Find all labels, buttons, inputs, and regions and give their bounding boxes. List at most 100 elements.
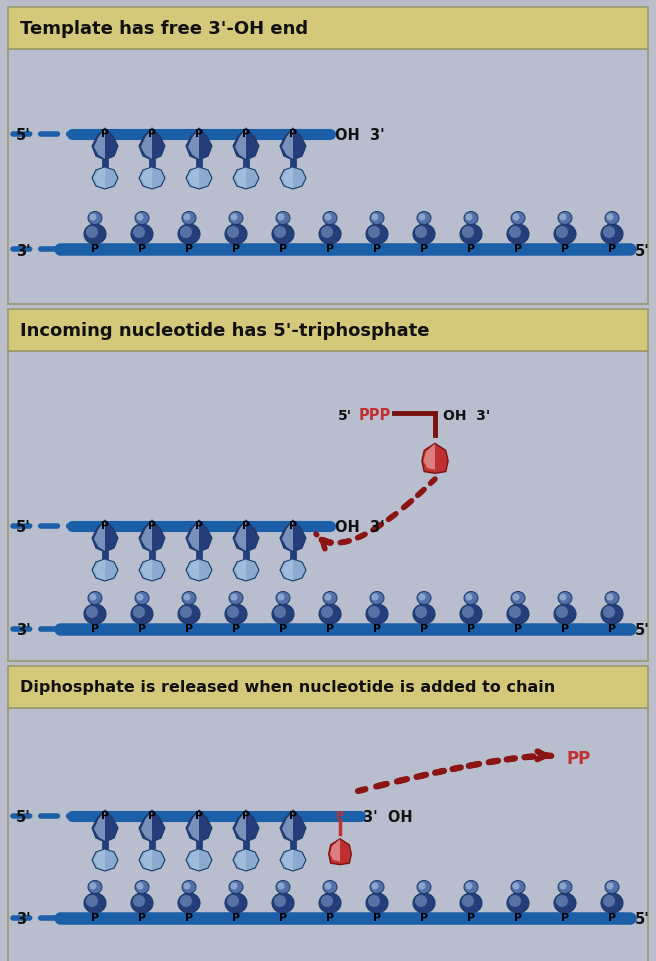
Polygon shape bbox=[141, 850, 152, 870]
Ellipse shape bbox=[277, 594, 285, 601]
Ellipse shape bbox=[184, 214, 190, 221]
Ellipse shape bbox=[89, 214, 96, 221]
Ellipse shape bbox=[89, 594, 96, 601]
Ellipse shape bbox=[131, 893, 153, 913]
Ellipse shape bbox=[131, 604, 153, 625]
Ellipse shape bbox=[229, 880, 243, 894]
Text: P: P bbox=[91, 624, 99, 633]
Ellipse shape bbox=[274, 227, 286, 238]
Polygon shape bbox=[92, 810, 118, 842]
Ellipse shape bbox=[460, 604, 482, 625]
Text: PPP: PPP bbox=[359, 408, 391, 423]
Text: P: P bbox=[373, 624, 381, 633]
Polygon shape bbox=[282, 168, 293, 188]
Text: OH  3': OH 3' bbox=[335, 129, 384, 143]
Ellipse shape bbox=[276, 880, 290, 894]
Ellipse shape bbox=[84, 225, 106, 245]
Text: Incoming nucleotide has 5'-triphosphate: Incoming nucleotide has 5'-triphosphate bbox=[20, 322, 430, 339]
Text: P: P bbox=[148, 521, 156, 530]
Ellipse shape bbox=[225, 893, 247, 913]
Bar bbox=[102, 841, 108, 850]
Ellipse shape bbox=[184, 594, 190, 601]
Polygon shape bbox=[233, 521, 259, 553]
Text: P: P bbox=[420, 912, 428, 922]
Polygon shape bbox=[188, 559, 199, 580]
Text: P: P bbox=[608, 912, 616, 922]
Text: 5': 5' bbox=[635, 623, 649, 638]
Bar bbox=[8, 352, 648, 661]
Text: P: P bbox=[289, 810, 297, 820]
Ellipse shape bbox=[86, 227, 98, 238]
Text: P: P bbox=[185, 244, 193, 254]
Ellipse shape bbox=[464, 212, 478, 225]
Bar bbox=[8, 666, 648, 708]
Ellipse shape bbox=[371, 882, 379, 890]
Ellipse shape bbox=[512, 882, 520, 890]
Text: P: P bbox=[91, 244, 99, 254]
Text: P: P bbox=[467, 244, 475, 254]
Ellipse shape bbox=[417, 212, 431, 225]
Ellipse shape bbox=[368, 895, 380, 907]
Ellipse shape bbox=[507, 893, 529, 913]
Ellipse shape bbox=[135, 880, 149, 894]
Bar bbox=[243, 841, 249, 850]
Ellipse shape bbox=[507, 604, 529, 625]
Polygon shape bbox=[282, 559, 293, 580]
Polygon shape bbox=[280, 521, 306, 553]
Ellipse shape bbox=[230, 882, 237, 890]
Polygon shape bbox=[188, 168, 199, 188]
Polygon shape bbox=[186, 850, 212, 871]
Ellipse shape bbox=[227, 227, 239, 238]
Ellipse shape bbox=[184, 882, 190, 890]
Ellipse shape bbox=[133, 895, 145, 907]
Polygon shape bbox=[188, 522, 199, 552]
Text: P: P bbox=[279, 912, 287, 922]
Ellipse shape bbox=[413, 893, 435, 913]
Ellipse shape bbox=[86, 606, 98, 618]
Polygon shape bbox=[94, 850, 105, 870]
Ellipse shape bbox=[136, 594, 144, 601]
Ellipse shape bbox=[601, 604, 623, 625]
Bar bbox=[196, 841, 202, 850]
Polygon shape bbox=[188, 811, 199, 841]
Polygon shape bbox=[141, 168, 152, 188]
Text: P: P bbox=[101, 521, 109, 530]
Text: Diphosphate is released when nucleotide is added to chain: Diphosphate is released when nucleotide … bbox=[20, 679, 555, 695]
Polygon shape bbox=[139, 850, 165, 871]
Ellipse shape bbox=[323, 212, 337, 225]
Polygon shape bbox=[94, 559, 105, 580]
Ellipse shape bbox=[417, 880, 431, 894]
Polygon shape bbox=[186, 521, 212, 553]
Text: P: P bbox=[608, 624, 616, 633]
Ellipse shape bbox=[230, 214, 237, 221]
Ellipse shape bbox=[319, 225, 341, 245]
Ellipse shape bbox=[325, 882, 331, 890]
Text: P: P bbox=[373, 244, 381, 254]
Ellipse shape bbox=[560, 882, 567, 890]
Text: P: P bbox=[373, 912, 381, 922]
Ellipse shape bbox=[419, 594, 426, 601]
Polygon shape bbox=[233, 850, 259, 871]
Ellipse shape bbox=[415, 895, 427, 907]
Polygon shape bbox=[141, 130, 152, 160]
Text: P: P bbox=[326, 244, 334, 254]
Ellipse shape bbox=[464, 880, 478, 894]
Polygon shape bbox=[280, 168, 306, 190]
Ellipse shape bbox=[511, 880, 525, 894]
Text: P: P bbox=[148, 810, 156, 820]
Ellipse shape bbox=[135, 212, 149, 225]
Ellipse shape bbox=[319, 893, 341, 913]
Text: P: P bbox=[514, 244, 522, 254]
Polygon shape bbox=[282, 130, 293, 160]
Ellipse shape bbox=[182, 880, 196, 894]
Text: 5': 5' bbox=[635, 912, 649, 926]
Text: P: P bbox=[185, 624, 193, 633]
Polygon shape bbox=[186, 168, 212, 190]
Ellipse shape bbox=[178, 604, 200, 625]
Ellipse shape bbox=[272, 893, 294, 913]
Ellipse shape bbox=[366, 225, 388, 245]
Polygon shape bbox=[139, 810, 165, 842]
Ellipse shape bbox=[419, 882, 426, 890]
Text: P: P bbox=[326, 912, 334, 922]
Text: 3': 3' bbox=[16, 912, 31, 926]
